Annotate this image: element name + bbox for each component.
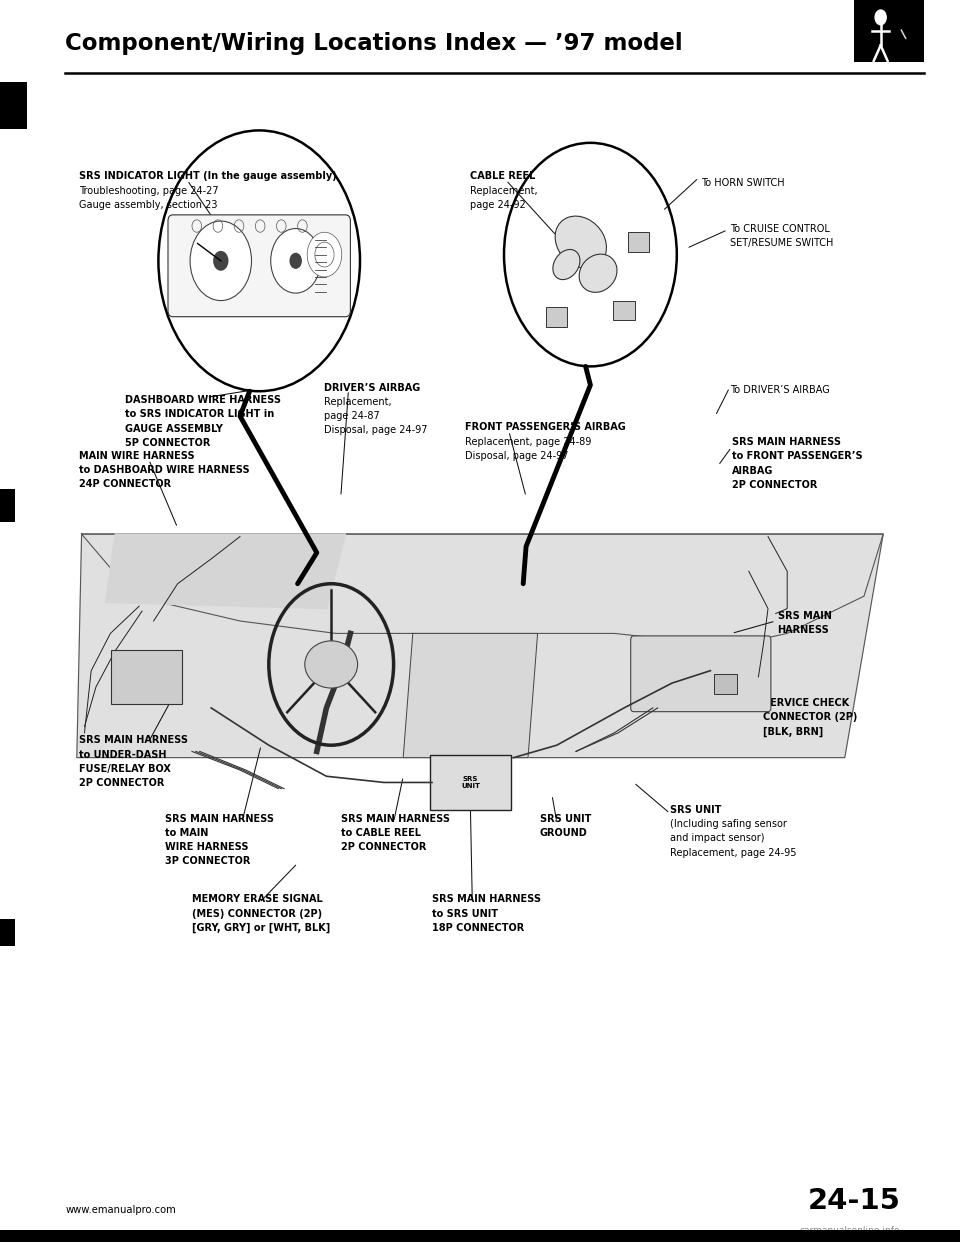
Text: SET/RESUME SWITCH: SET/RESUME SWITCH: [730, 238, 833, 248]
Polygon shape: [77, 534, 883, 758]
Text: AIRBAG: AIRBAG: [732, 466, 773, 476]
FancyBboxPatch shape: [546, 307, 567, 327]
Text: [GRY, GRY] or [WHT, BLK]: [GRY, GRY] or [WHT, BLK]: [192, 923, 330, 933]
Ellipse shape: [579, 255, 617, 292]
Text: SRS MAIN HARNESS: SRS MAIN HARNESS: [165, 814, 275, 823]
Text: SRS
UNIT: SRS UNIT: [461, 776, 480, 789]
Text: 18P CONNECTOR: 18P CONNECTOR: [432, 923, 524, 933]
Text: WIRE HARNESS: WIRE HARNESS: [165, 842, 249, 852]
Text: (Including safing sensor: (Including safing sensor: [670, 820, 787, 830]
Text: To DRIVER’S AIRBAG: To DRIVER’S AIRBAG: [730, 385, 829, 395]
Text: DRIVER’S AIRBAG: DRIVER’S AIRBAG: [324, 383, 420, 392]
Text: Disposal, page 24-97: Disposal, page 24-97: [324, 425, 428, 436]
Ellipse shape: [553, 250, 580, 279]
Text: to SRS INDICATOR LIGHT in: to SRS INDICATOR LIGHT in: [125, 409, 274, 420]
Text: Gauge assembly, section 23: Gauge assembly, section 23: [79, 200, 217, 210]
Text: CABLE REEL: CABLE REEL: [470, 171, 536, 181]
FancyBboxPatch shape: [854, 0, 924, 62]
Circle shape: [504, 143, 677, 366]
Text: page 24-87: page 24-87: [324, 411, 380, 421]
Text: carmanualsonline.info: carmanualsonline.info: [800, 1226, 900, 1235]
FancyBboxPatch shape: [168, 215, 350, 317]
Text: 2P CONNECTOR: 2P CONNECTOR: [732, 479, 817, 491]
Text: 24-15: 24-15: [807, 1186, 900, 1215]
Text: SRS MAIN HARNESS: SRS MAIN HARNESS: [341, 814, 450, 823]
Text: To CRUISE CONTROL: To CRUISE CONTROL: [730, 224, 829, 233]
Text: to DASHBOARD WIRE HARNESS: to DASHBOARD WIRE HARNESS: [79, 465, 250, 476]
Circle shape: [315, 242, 334, 267]
Polygon shape: [403, 633, 538, 758]
Text: to CABLE REEL: to CABLE REEL: [341, 828, 420, 838]
FancyBboxPatch shape: [0, 1230, 960, 1242]
Text: Component/Wiring Locations Index — ’97 model: Component/Wiring Locations Index — ’97 m…: [65, 31, 683, 55]
Text: and impact sensor): and impact sensor): [670, 833, 764, 843]
Text: Replacement,: Replacement,: [324, 397, 392, 407]
FancyBboxPatch shape: [613, 301, 635, 320]
Text: SRS UNIT: SRS UNIT: [540, 814, 591, 823]
FancyBboxPatch shape: [0, 489, 15, 522]
FancyBboxPatch shape: [111, 650, 182, 704]
Text: 2P CONNECTOR: 2P CONNECTOR: [79, 777, 164, 789]
Text: SRS MAIN: SRS MAIN: [778, 611, 831, 621]
Text: Troubleshooting, page 24-27: Troubleshooting, page 24-27: [79, 185, 218, 196]
Text: www.emanualpro.com: www.emanualpro.com: [65, 1205, 176, 1215]
Text: (MES) CONNECTOR (2P): (MES) CONNECTOR (2P): [192, 909, 323, 919]
Text: To HORN SWITCH: To HORN SWITCH: [701, 178, 784, 188]
Text: to SRS UNIT: to SRS UNIT: [432, 909, 498, 919]
Circle shape: [875, 9, 887, 25]
Text: Disposal, page 24-97: Disposal, page 24-97: [465, 451, 568, 461]
Text: [BLK, BRN]: [BLK, BRN]: [763, 727, 824, 737]
Text: HARNESS: HARNESS: [778, 626, 829, 636]
Text: SRS MAIN HARNESS: SRS MAIN HARNESS: [732, 437, 841, 447]
Circle shape: [190, 221, 252, 301]
Circle shape: [290, 253, 301, 270]
Text: SRS MAIN HARNESS: SRS MAIN HARNESS: [79, 735, 188, 745]
Ellipse shape: [555, 216, 607, 268]
Text: to UNDER-DASH: to UNDER-DASH: [79, 750, 166, 760]
Text: 5P CONNECTOR: 5P CONNECTOR: [125, 437, 210, 448]
FancyBboxPatch shape: [628, 232, 649, 252]
Circle shape: [307, 232, 342, 277]
Text: GAUGE ASSEMBLY: GAUGE ASSEMBLY: [125, 424, 223, 433]
Text: 24P CONNECTOR: 24P CONNECTOR: [79, 479, 171, 489]
Text: FRONT PASSENGER’S AIRBAG: FRONT PASSENGER’S AIRBAG: [465, 422, 625, 432]
FancyBboxPatch shape: [430, 755, 511, 810]
FancyBboxPatch shape: [714, 674, 737, 694]
Text: /: /: [898, 27, 910, 41]
Text: SRS UNIT: SRS UNIT: [670, 805, 722, 815]
Text: GROUND: GROUND: [540, 828, 588, 838]
FancyBboxPatch shape: [631, 636, 771, 712]
Text: 2P CONNECTOR: 2P CONNECTOR: [341, 842, 426, 852]
Text: MEMORY ERASE SIGNAL: MEMORY ERASE SIGNAL: [192, 894, 323, 904]
Text: CONNECTOR (2P): CONNECTOR (2P): [763, 713, 857, 723]
Text: Replacement, page 24-95: Replacement, page 24-95: [670, 847, 797, 858]
Text: FUSE/RELAY BOX: FUSE/RELAY BOX: [79, 764, 171, 774]
Text: to MAIN: to MAIN: [165, 828, 208, 838]
FancyBboxPatch shape: [0, 919, 15, 946]
Circle shape: [314, 642, 348, 687]
Text: MAIN WIRE HARNESS: MAIN WIRE HARNESS: [79, 451, 194, 461]
Circle shape: [158, 130, 360, 391]
Text: SRS MAIN HARNESS: SRS MAIN HARNESS: [432, 894, 541, 904]
Text: to FRONT PASSENGER’S: to FRONT PASSENGER’S: [732, 451, 862, 462]
Ellipse shape: [305, 641, 357, 688]
Circle shape: [271, 229, 321, 293]
Text: DASHBOARD WIRE HARNESS: DASHBOARD WIRE HARNESS: [125, 395, 280, 405]
Text: Replacement,: Replacement,: [470, 185, 538, 196]
Polygon shape: [106, 534, 346, 609]
Text: SERVICE CHECK: SERVICE CHECK: [763, 698, 850, 708]
Polygon shape: [82, 534, 883, 646]
Text: SRS INDICATOR LIGHT (In the gauge assembly): SRS INDICATOR LIGHT (In the gauge assemb…: [79, 171, 336, 181]
Text: Replacement, page 24-89: Replacement, page 24-89: [465, 436, 591, 447]
Circle shape: [213, 251, 228, 271]
Text: page 24-92: page 24-92: [470, 200, 526, 210]
FancyBboxPatch shape: [0, 82, 27, 129]
Text: 3P CONNECTOR: 3P CONNECTOR: [165, 857, 251, 867]
